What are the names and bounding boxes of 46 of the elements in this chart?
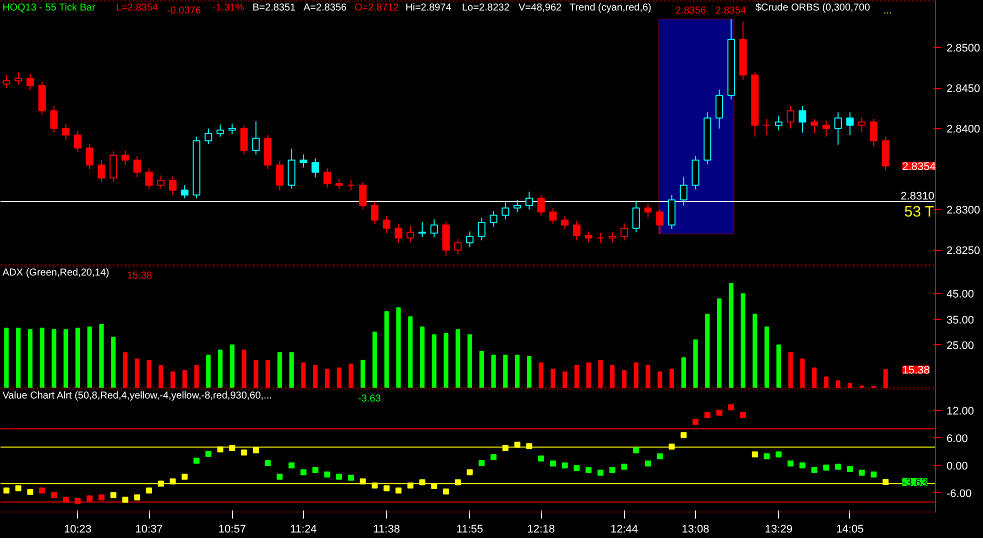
y-tick-label: 6.00 bbox=[946, 432, 968, 445]
y-tick-label: 2.8300 bbox=[946, 204, 980, 217]
annotation: B=2.8351 bbox=[252, 2, 296, 14]
annotation: O=2.8712 bbox=[354, 2, 400, 14]
annotation: Hi=2.8974 bbox=[406, 2, 452, 14]
x-tick-label: 13:08 bbox=[682, 524, 710, 536]
annotation: -0.0376 bbox=[167, 6, 202, 16]
y-tick-label: 2.8400 bbox=[946, 124, 980, 136]
chart-title: HOQ13 - 55 Tick Bar bbox=[2, 2, 96, 14]
x-tick-label: 11:55 bbox=[456, 524, 484, 536]
x-tick-label: 11:38 bbox=[373, 524, 400, 536]
text: -3.63 bbox=[902, 476, 928, 489]
y-tick-label: 35.00 bbox=[946, 314, 974, 326]
y-tick-label: 2.8450 bbox=[946, 83, 980, 96]
y-tick-label: 45.00 bbox=[946, 288, 974, 301]
annotation: Lo=2.8232 bbox=[462, 2, 510, 14]
annotation: 2.8356 bbox=[676, 6, 707, 16]
annotation: Trend (cyan,red,6) bbox=[570, 2, 652, 14]
annotation: -3.63 bbox=[358, 394, 382, 404]
annotation: ... bbox=[884, 6, 892, 16]
annotation: $Crude ORBS (0,300,700 bbox=[756, 2, 870, 14]
annotation: -1.31% bbox=[212, 2, 244, 14]
chart-title: ADX (Green,Red,20,14) bbox=[2, 268, 110, 278]
y-tick-label: 25.00 bbox=[946, 340, 974, 352]
chart-title: Value Chart Alrt (50,8,Red,4,yellow,-4,yellow,-8,red,930,60,... bbox=[2, 390, 272, 402]
annotation: 53 T bbox=[904, 203, 934, 220]
y-tick-label: -6.00 bbox=[946, 488, 972, 500]
x-tick-label: 10:57 bbox=[218, 524, 246, 536]
annotation: V=48,962 bbox=[518, 2, 562, 14]
x-tick-label: 10:23 bbox=[64, 524, 92, 536]
x-tick-label: 11:24 bbox=[290, 524, 317, 536]
y-tick-label: 12.00 bbox=[946, 405, 974, 418]
x-tick-label: 10:37 bbox=[135, 524, 163, 536]
x-tick-label: 12:18 bbox=[527, 524, 555, 536]
annotation: 15.38 bbox=[127, 270, 152, 282]
annotation: A=2.8356 bbox=[304, 2, 348, 14]
x-tick-label: 14:05 bbox=[836, 524, 864, 536]
ref-line-label: 2.8310 bbox=[900, 190, 934, 202]
annotation: 2.8354 bbox=[716, 6, 747, 16]
x-tick-label: 13:29 bbox=[764, 524, 792, 536]
annotation: L=2.8354 bbox=[116, 2, 158, 14]
text: 2.8354 bbox=[902, 160, 936, 173]
y-tick-label: 2.8500 bbox=[946, 42, 980, 55]
x-tick-label: 12:44 bbox=[610, 524, 638, 536]
y-tick-label: 0.00 bbox=[946, 460, 968, 472]
y-tick-label: 2.8250 bbox=[946, 245, 980, 258]
